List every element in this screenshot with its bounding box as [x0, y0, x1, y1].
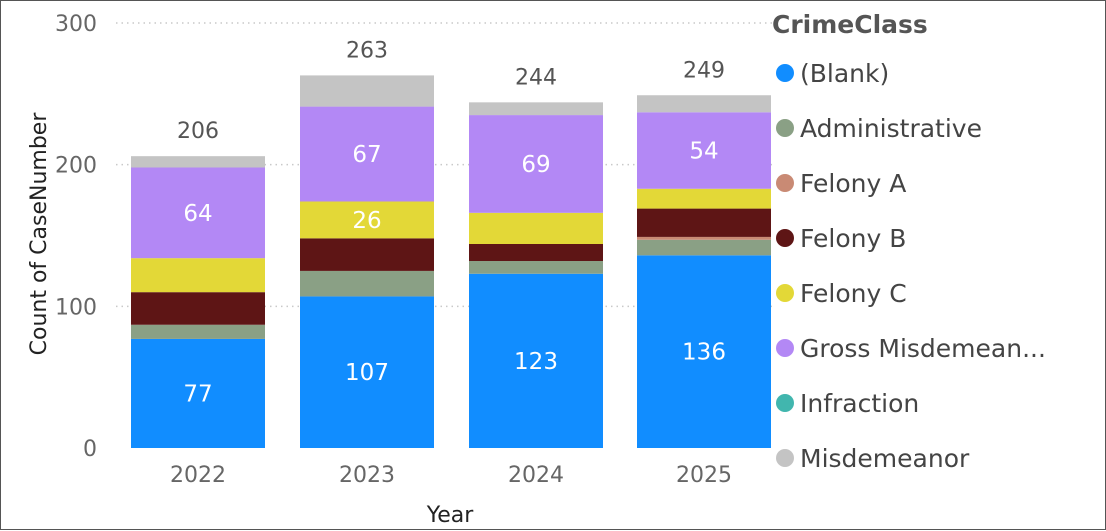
bar-segment[interactable]	[637, 255, 771, 448]
y-axis-title: Count of CaseNumber	[27, 112, 52, 356]
bar-segment[interactable]	[637, 112, 771, 189]
segment-value-label: 136	[682, 340, 726, 366]
legend-item-label[interactable]: (Blank)	[800, 59, 889, 88]
bar-segment[interactable]	[300, 296, 434, 448]
bars	[131, 75, 771, 448]
x-tick-label: 2022	[170, 463, 226, 488]
legend-item-label[interactable]: Gross Misdemean...	[800, 334, 1046, 363]
legend: CrimeClass (Blank) Administrative Felony A…	[772, 10, 1046, 473]
y-tick-label: 300	[55, 12, 97, 37]
legend-marker	[776, 119, 794, 137]
total-value-label: 244	[515, 65, 557, 90]
legend-marker	[776, 339, 794, 357]
segment-value-label: 77	[183, 381, 212, 407]
bar-segment[interactable]	[637, 208, 771, 237]
bar-segment[interactable]	[637, 188, 771, 209]
segment-value-label: 26	[352, 208, 381, 234]
bar-segment[interactable]	[131, 292, 265, 325]
legend-item-label[interactable]: Infraction	[800, 389, 919, 418]
x-axis-title: Year	[426, 503, 475, 528]
bar-segment[interactable]	[131, 324, 265, 339]
bar-segment[interactable]	[300, 238, 434, 271]
legend-marker	[776, 449, 794, 467]
legend-item-label[interactable]: Misdemeanor	[800, 444, 970, 473]
legend-item-label[interactable]: Felony C	[800, 279, 907, 308]
bar-segment[interactable]	[300, 106, 434, 202]
legend-title: CrimeClass	[772, 10, 928, 39]
bar-segment[interactable]	[469, 212, 603, 244]
legend-marker	[776, 229, 794, 247]
legend-marker	[776, 394, 794, 412]
segment-value-label: 123	[514, 349, 558, 375]
legend-item-label[interactable]: Administrative	[800, 114, 982, 143]
x-tick-label: 2025	[676, 463, 732, 488]
segment-value-label: 67	[352, 142, 381, 168]
x-axis: 2022 2023 2024 2025	[170, 463, 732, 488]
data-labels: 77 64 206 107 26 67 263 123 69 244 136 54 249	[177, 38, 726, 407]
total-value-label: 206	[177, 119, 219, 144]
legend-marker	[776, 284, 794, 302]
legend-item-label[interactable]: Felony A	[800, 169, 906, 198]
segment-value-label: 69	[521, 152, 550, 178]
bar-segment[interactable]	[637, 239, 771, 256]
bar-segment[interactable]	[300, 75, 434, 107]
legend-item-label[interactable]: Felony B	[800, 224, 906, 253]
bar-segment[interactable]	[300, 201, 434, 239]
bar-segment[interactable]	[637, 236, 771, 240]
bar-segment[interactable]	[469, 261, 603, 274]
bar-segment[interactable]	[469, 244, 603, 261]
bar-segment[interactable]	[131, 338, 265, 448]
bar-segment[interactable]	[131, 156, 265, 168]
bar-segment[interactable]	[131, 258, 265, 293]
y-tick-label: 100	[55, 295, 97, 320]
y-axis: 0 100 200 300	[55, 12, 97, 462]
x-tick-label: 2023	[339, 463, 395, 488]
bar-segment[interactable]	[637, 95, 771, 113]
total-value-label: 263	[346, 38, 388, 63]
bar-segment[interactable]	[469, 102, 603, 116]
bar-segment[interactable]	[131, 167, 265, 259]
y-tick-label: 0	[83, 437, 97, 462]
segment-value-label: 54	[689, 139, 718, 165]
bar-segment[interactable]	[469, 115, 603, 213]
total-value-label: 249	[683, 58, 725, 83]
bar-segment[interactable]	[469, 273, 603, 448]
legend-marker	[776, 174, 794, 192]
segment-value-label: 64	[183, 201, 212, 227]
segment-value-label: 107	[345, 360, 389, 386]
y-tick-label: 200	[55, 154, 97, 179]
x-tick-label: 2024	[508, 463, 564, 488]
legend-marker	[776, 64, 794, 82]
bar-segment[interactable]	[300, 270, 434, 297]
